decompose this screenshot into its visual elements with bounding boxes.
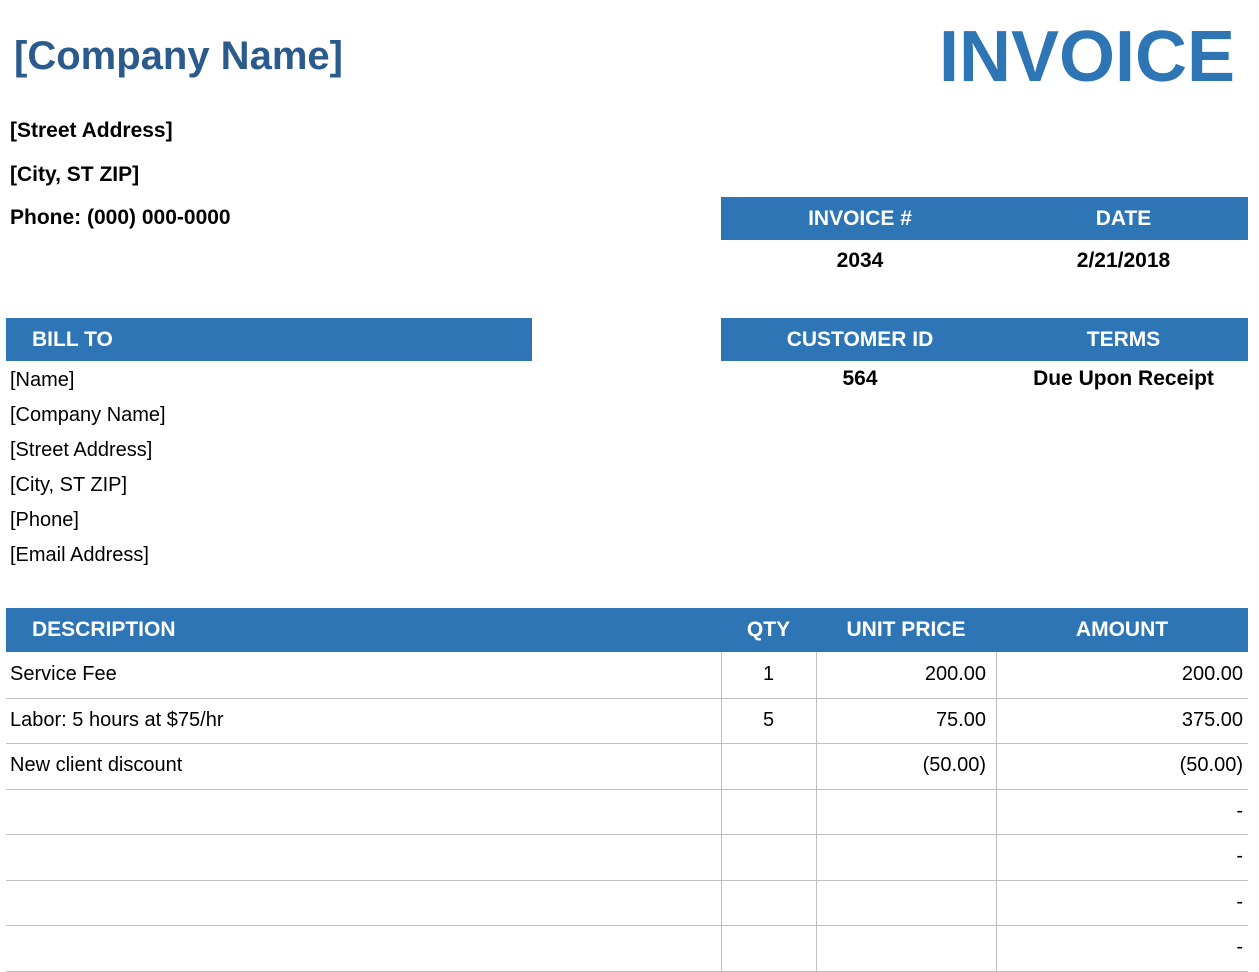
item-unit-price: 200.00 [924, 663, 986, 685]
sender-city: [City, ST ZIP] [10, 163, 140, 186]
item-amount: 375.00 [1181, 708, 1243, 731]
column-border [721, 652, 722, 971]
bill-to-line: [City, ST ZIP] [10, 474, 128, 496]
item-unit-price: (50.00) [922, 754, 986, 776]
column-border [996, 652, 997, 971]
date-label: DATE [1095, 207, 1152, 230]
bill-to-line: [Name] [10, 369, 75, 391]
items-header: DESCRIPTION QTY UNIT PRICE AMOUNT [6, 608, 1248, 652]
row-border [6, 880, 1248, 881]
row-border [6, 925, 1248, 926]
bill-to-line: [Phone] [10, 509, 79, 531]
row-border [6, 789, 1248, 790]
customer-id: 564 [842, 367, 878, 390]
qty-label: QTY [746, 618, 791, 641]
bill-to-line: [Company Name] [10, 404, 166, 426]
item-amount: 200.00 [1181, 663, 1243, 685]
item-description: Service Fee [10, 663, 117, 685]
item-amount: - [1236, 890, 1243, 913]
customer-id-label: CUSTOMER ID [786, 328, 934, 351]
bill-to-label: BILL TO [32, 328, 113, 351]
invoice-date: 2/21/2018 [1076, 249, 1171, 272]
invoice-number: 2034 [836, 249, 884, 272]
bill-to-header: BILL TO [6, 318, 532, 361]
row-border [6, 743, 1248, 744]
terms: Due Upon Receipt [1033, 367, 1214, 390]
company-name: [Company Name] [14, 34, 343, 78]
terms-label: TERMS [1086, 328, 1161, 351]
bill-to-line: [Street Address] [10, 439, 153, 461]
item-amount: - [1236, 799, 1243, 822]
amount-label: AMOUNT [1075, 618, 1169, 641]
sender-phone: Phone: (000) 000-0000 [10, 206, 231, 229]
invoice-info-header: INVOICE # DATE [721, 197, 1248, 240]
item-unit-price: 75.00 [935, 708, 986, 731]
item-amount: - [1236, 845, 1243, 867]
row-border [6, 698, 1248, 699]
sender-street: [Street Address] [10, 119, 173, 142]
item-description: Labor: 5 hours at $75/hr [10, 708, 224, 731]
item-amount: (50.00) [1179, 754, 1243, 776]
description-label: DESCRIPTION [32, 618, 176, 641]
column-border [816, 652, 817, 971]
row-border [6, 834, 1248, 835]
bill-to-line: [Email Address] [10, 544, 149, 566]
item-description: New client discount [10, 754, 183, 776]
item-qty: 1 [762, 663, 775, 685]
item-qty: 5 [762, 708, 775, 731]
unit-price-label: UNIT PRICE [846, 618, 966, 641]
invoice-title: INVOICE [938, 17, 1235, 97]
customer-info-header: CUSTOMER ID TERMS [721, 318, 1248, 361]
invoice-number-label: INVOICE # [808, 207, 912, 230]
item-amount: - [1236, 936, 1243, 958]
